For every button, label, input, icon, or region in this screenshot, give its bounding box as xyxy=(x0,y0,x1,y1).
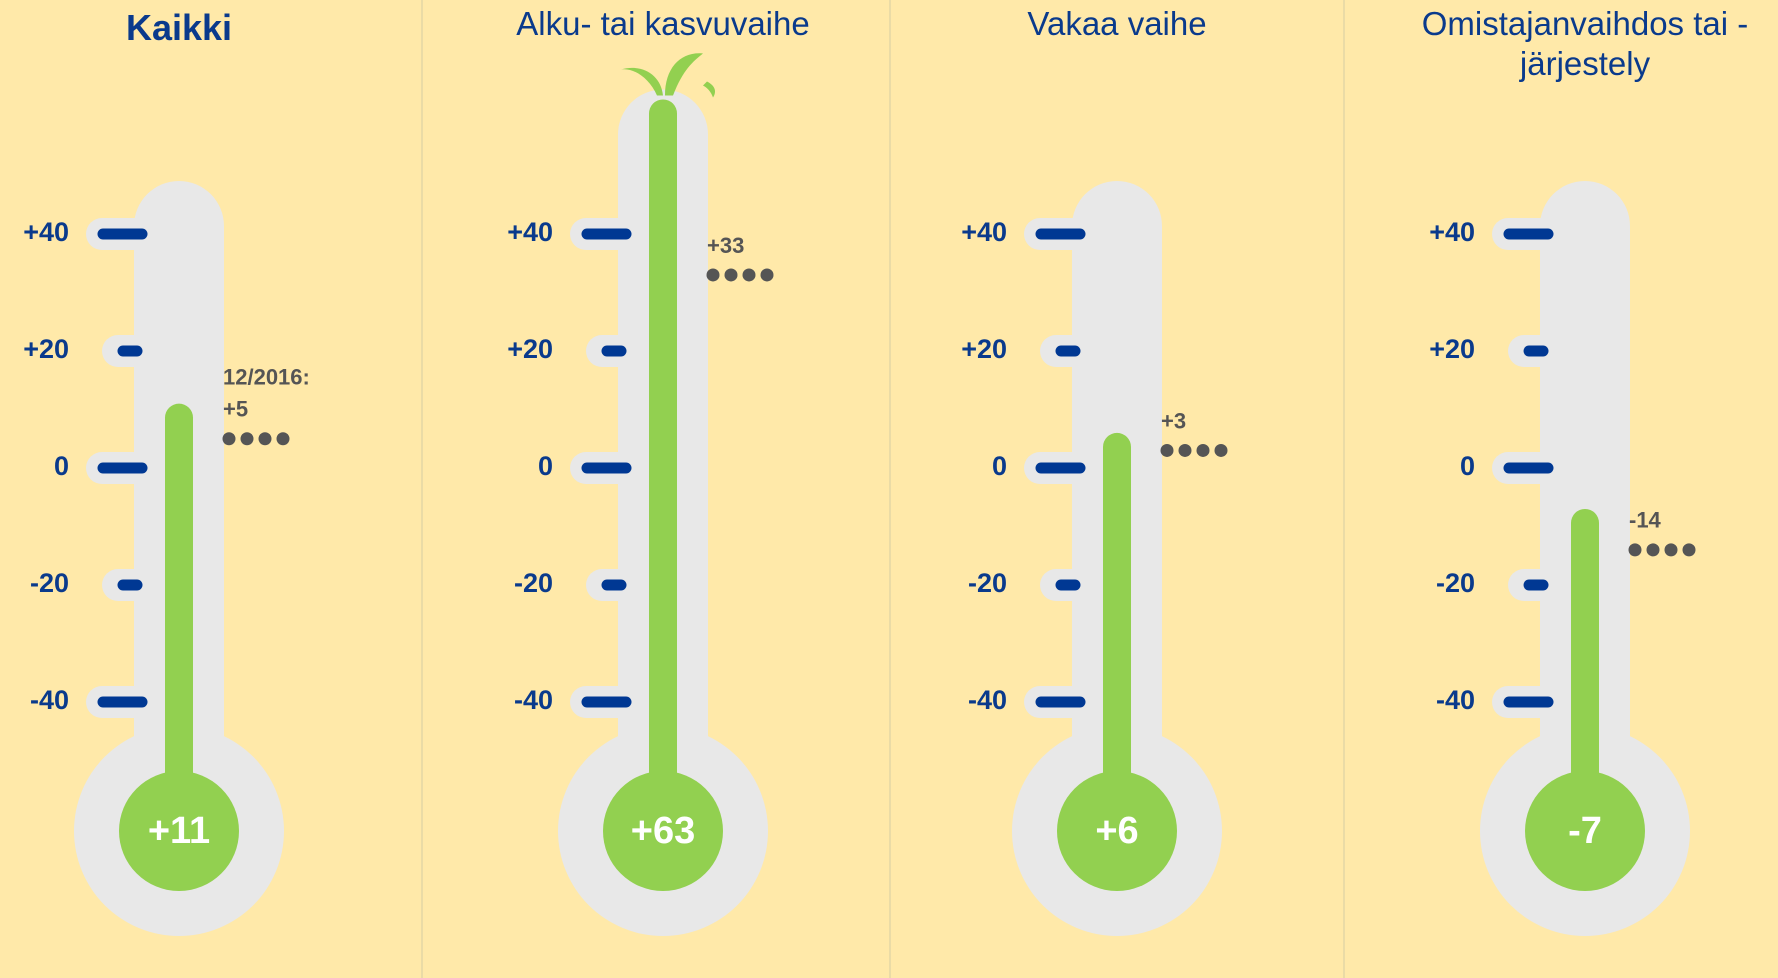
fill-bulb xyxy=(1525,771,1645,891)
previous-date: 12/2016: xyxy=(223,365,310,390)
y-tick-label: +20 xyxy=(1429,334,1475,364)
previous-marker xyxy=(1628,543,1696,557)
marker-dot xyxy=(1160,443,1174,457)
y-tick-label: +40 xyxy=(1429,217,1475,247)
y-tick-label: -20 xyxy=(514,568,553,598)
y-tick-label: +20 xyxy=(961,334,1007,364)
marker-dot xyxy=(222,432,236,446)
y-tick-label: -20 xyxy=(968,568,1007,598)
y-tick-label: -20 xyxy=(1436,568,1475,598)
panel-title: Kaikki xyxy=(125,7,233,48)
fill-bar xyxy=(1571,508,1599,831)
y-tick-label: -20 xyxy=(30,568,69,598)
y-tick-label: -40 xyxy=(1436,685,1475,715)
y-tick-label: +40 xyxy=(507,217,553,247)
fill-bar xyxy=(1103,432,1131,831)
y-tick-label: +20 xyxy=(507,334,553,364)
previous-label: -14 xyxy=(1629,508,1662,533)
value-label: -7 xyxy=(1568,810,1602,852)
fill-bulb xyxy=(603,771,723,891)
y-tick-label: 0 xyxy=(54,451,69,481)
fill-bulb xyxy=(1057,771,1177,891)
panel-title: Omistajanvaihdos tai -järjestely xyxy=(1421,5,1749,82)
marker-dot xyxy=(1682,543,1696,557)
marker-dot xyxy=(742,268,756,282)
y-tick-label: +40 xyxy=(961,217,1007,247)
y-tick-label: -40 xyxy=(30,685,69,715)
sprout-leaf xyxy=(665,53,703,96)
marker-dot xyxy=(1628,543,1642,557)
fill-bulb xyxy=(119,771,239,891)
panel-title: Vakaa vaihe xyxy=(1027,5,1207,42)
value-label: +6 xyxy=(1095,810,1138,852)
sprout-leaf xyxy=(703,81,715,98)
previous-label: +33 xyxy=(707,233,744,258)
marker-dot xyxy=(724,268,738,282)
value-label: +63 xyxy=(631,810,695,852)
y-tick-label: 0 xyxy=(1460,451,1475,481)
marker-dot xyxy=(1196,443,1210,457)
marker-dot xyxy=(258,432,272,446)
marker-dot xyxy=(276,432,290,446)
y-tick-label: 0 xyxy=(538,451,553,481)
previous-label: +3 xyxy=(1161,408,1186,433)
y-tick-label: 0 xyxy=(992,451,1007,481)
previous-marker xyxy=(222,432,290,446)
previous-marker xyxy=(706,268,774,282)
sprout-leaf xyxy=(621,67,663,96)
y-tick-label: -40 xyxy=(968,685,1007,715)
marker-dot xyxy=(706,268,720,282)
marker-dot xyxy=(1214,443,1228,457)
panel-title: Alku- tai kasvuvaihe xyxy=(516,5,810,42)
previous-marker xyxy=(1160,443,1228,457)
marker-dot xyxy=(1178,443,1192,457)
marker-dot xyxy=(240,432,254,446)
fill-bar xyxy=(165,403,193,831)
marker-dot xyxy=(760,268,774,282)
previous-label: +5 xyxy=(223,397,248,422)
fill-bar xyxy=(649,99,677,831)
y-tick-label: +40 xyxy=(23,217,69,247)
value-label: +11 xyxy=(148,810,210,852)
sprout xyxy=(621,53,715,98)
marker-dot xyxy=(1664,543,1678,557)
marker-dot xyxy=(1646,543,1660,557)
y-tick-label: +20 xyxy=(23,334,69,364)
y-tick-label: -40 xyxy=(514,685,553,715)
